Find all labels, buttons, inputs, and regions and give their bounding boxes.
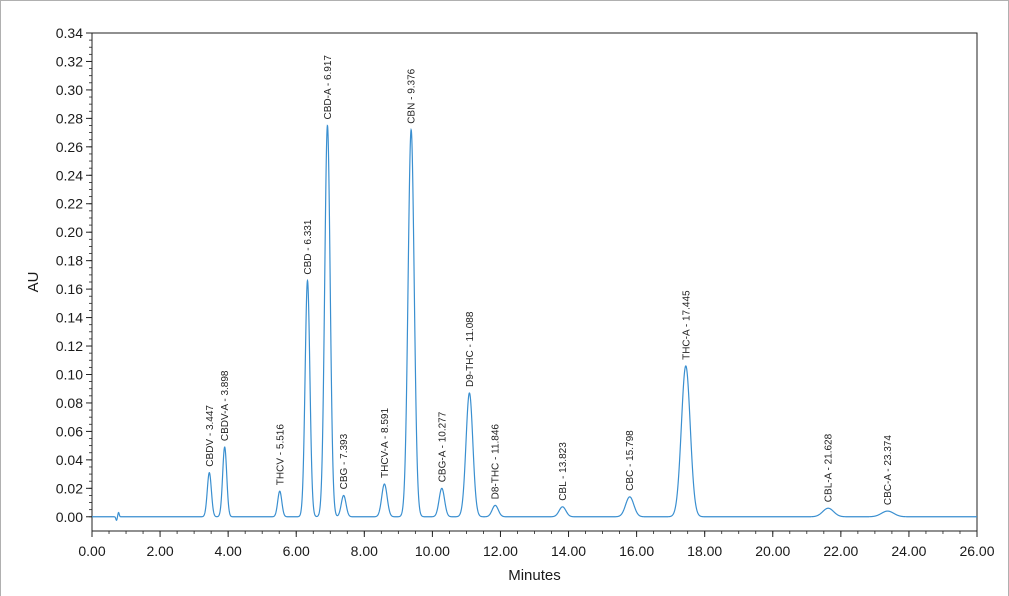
y-tick-label: 0.28 — [56, 110, 83, 126]
peak-label: D8-THC - 11.846 — [491, 424, 502, 500]
y-tick-label: 0.02 — [56, 480, 83, 496]
y-tick-label: 0.08 — [56, 395, 83, 411]
x-tick-label: 18.00 — [687, 543, 722, 559]
x-tick-label: 12.00 — [483, 543, 518, 559]
peak-label: CBL-A - 21.628 — [824, 433, 835, 502]
y-tick-label: 0.16 — [56, 281, 83, 297]
peak-label: CBG-A - 10.277 — [437, 411, 448, 482]
x-tick-label: 24.00 — [891, 543, 926, 559]
peak-label: CBD - 6.331 — [303, 219, 314, 274]
y-tick-label: 0.24 — [56, 167, 83, 183]
peak-label: CBDV - 3.447 — [205, 405, 216, 467]
x-tick-label: 4.00 — [215, 543, 242, 559]
y-tick-label: 0.34 — [56, 25, 83, 41]
peak-label: CBC-A - 23.374 — [883, 435, 894, 505]
y-tick-label: 0.26 — [56, 139, 83, 155]
x-tick-label: 26.00 — [959, 543, 994, 559]
x-tick-label: 8.00 — [351, 543, 378, 559]
y-tick-label: 0.20 — [56, 224, 83, 240]
x-tick-label: 2.00 — [146, 543, 173, 559]
y-tick-label: 0.10 — [56, 366, 83, 382]
x-tick-label: 0.00 — [78, 543, 105, 559]
y-tick-label: 0.06 — [56, 423, 83, 439]
y-tick-label: 0.30 — [56, 82, 83, 98]
y-tick-label: 0.22 — [56, 196, 83, 212]
x-tick-label: 22.00 — [823, 543, 858, 559]
y-tick-label: 0.00 — [56, 509, 83, 525]
x-tick-label: 20.00 — [755, 543, 790, 559]
x-tick-label: 16.00 — [619, 543, 654, 559]
x-axis-title: Minutes — [508, 567, 561, 584]
peak-label: THC-A - 17.445 — [681, 290, 692, 360]
y-tick-label: 0.12 — [56, 338, 83, 354]
peak-label: CBL - 13.823 — [558, 442, 569, 501]
y-tick-label: 0.04 — [56, 452, 83, 468]
peak-label: CBG - 7.393 — [339, 433, 350, 489]
peak-label: THCV - 5.516 — [275, 424, 286, 486]
y-tick-label: 0.14 — [56, 310, 83, 326]
y-tick-label: 0.18 — [56, 253, 83, 269]
x-tick-label: 6.00 — [283, 543, 310, 559]
peak-label: CBC - 15.798 — [625, 430, 636, 491]
chromatogram-trace — [92, 124, 977, 521]
peak-label: D9-THC - 11.088 — [465, 311, 476, 387]
trace-layer — [92, 124, 977, 521]
peak-labels-layer: CBDV - 3.447 CBDV-A - 3.898 THCV - 5.516 CB… — [205, 55, 894, 506]
y-tick-label: 0.32 — [56, 53, 83, 69]
x-tick-label: 10.00 — [415, 543, 450, 559]
peak-label: THCV-A - 8.591 — [380, 408, 391, 478]
y-axis-title: AU — [25, 272, 42, 293]
x-tick-label: 14.00 — [551, 543, 586, 559]
peak-label: CBD-A - 6.917 — [323, 55, 334, 120]
plot-area-border — [91, 32, 978, 532]
peak-label: CBN - 9.376 — [407, 68, 418, 123]
peak-label: CBDV-A - 3.898 — [220, 370, 231, 441]
